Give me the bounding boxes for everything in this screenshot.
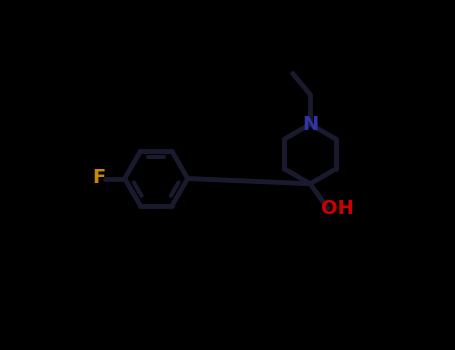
- Text: F: F: [92, 168, 106, 187]
- Text: OH: OH: [321, 199, 354, 218]
- Text: N: N: [302, 115, 318, 134]
